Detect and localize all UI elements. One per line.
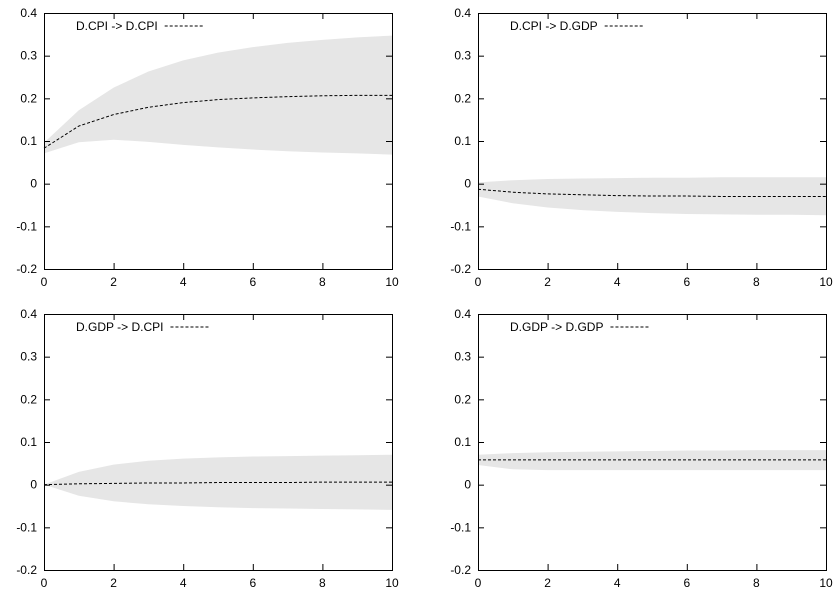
x-tick-label: 0 [41,275,48,289]
x-tick-label: 0 [475,275,482,289]
x-tick-label: 2 [544,275,551,289]
x-tick-label: 6 [249,576,256,590]
confidence-band [44,454,392,510]
x-tick-label: 4 [180,576,187,590]
y-tick-label: -0.1 [450,520,471,534]
x-tick-label: 8 [753,576,760,590]
y-tick-label: -0.2 [16,262,37,276]
plot-frame [478,314,827,571]
y-tick-label: 0.1 [454,435,471,449]
x-tick-label: 4 [614,275,621,289]
y-tick-label: 0.1 [20,134,37,148]
response-line [43,481,392,486]
irf-panel: -0.2 -0.1 0 0.1 0.2 0.3 0.4 0 2 4 6 8 10 D.GDP -> D.G… [450,307,833,590]
y-tick-label: 0.4 [20,307,37,321]
y-tick-label: 0 [464,478,471,492]
x-tick-label: 6 [683,275,690,289]
x-tick-label: 6 [249,275,256,289]
confidence-band [478,450,826,471]
y-tick-label: 0 [30,478,37,492]
x-tick-label: 0 [475,576,482,590]
x-tick-label: 2 [110,576,117,590]
plot-frame [478,13,827,270]
response-line [477,188,826,197]
y-tick-label: -0.2 [450,262,471,276]
y-tick-label: -0.2 [450,563,471,577]
x-tick-label: 10 [819,576,833,590]
x-tick-label: 2 [544,576,551,590]
y-tick-label: -0.1 [16,219,37,233]
y-tick-label: 0.4 [20,6,37,20]
irf-panel: -0.2 -0.1 0 0.1 0.2 0.3 0.4 0 2 4 6 8 10 D.CPI -> D.G… [450,6,833,289]
y-tick-label: 0.3 [454,350,471,364]
y-tick-label: 0.4 [454,6,471,20]
y-tick-label: -0.2 [16,563,37,577]
x-tick-label: 6 [683,576,690,590]
y-tick-label: 0.2 [20,392,37,406]
x-tick-label: 10 [385,275,399,289]
irf-panel: -0.2 -0.1 0 0.1 0.2 0.3 0.4 0 2 4 6 8 10 D.CPI -> D.C… [16,6,399,289]
y-tick-label: 0 [464,177,471,191]
x-tick-label: 4 [614,576,621,590]
y-tick-label: -0.1 [16,520,37,534]
legend-label: D.GDP -> D.CPI [76,320,163,334]
y-tick-label: 0 [30,177,37,191]
y-tick-label: 0.1 [454,134,471,148]
response-line [43,94,392,149]
x-tick-label: 8 [319,275,326,289]
y-tick-label: 0.4 [454,307,471,321]
y-tick-label: 0.2 [20,91,37,105]
plot-frame [44,314,393,571]
y-tick-label: 0.3 [20,350,37,364]
x-tick-label: 4 [180,275,187,289]
y-tick-label: 0.3 [454,49,471,63]
y-tick-label: -0.1 [450,219,471,233]
x-tick-label: 8 [753,275,760,289]
irf-panel: -0.2 -0.1 0 0.1 0.2 0.3 0.4 0 2 4 6 8 10 D.GDP -> D.C… [16,307,399,590]
x-tick-label: 2 [110,275,117,289]
legend-label: D.CPI -> D.CPI [76,19,158,33]
confidence-band [44,35,392,155]
x-tick-label: 8 [319,576,326,590]
y-tick-label: 0.2 [454,392,471,406]
legend-label: D.GDP -> D.GDP [510,320,603,334]
legend-label: D.CPI -> D.GDP [510,19,598,33]
y-tick-label: 0.2 [454,91,471,105]
x-tick-label: 10 [819,275,833,289]
y-tick-label: 0.1 [20,435,37,449]
x-tick-label: 0 [41,576,48,590]
x-tick-label: 10 [385,576,399,590]
confidence-band [478,177,826,216]
y-tick-label: 0.3 [20,49,37,63]
